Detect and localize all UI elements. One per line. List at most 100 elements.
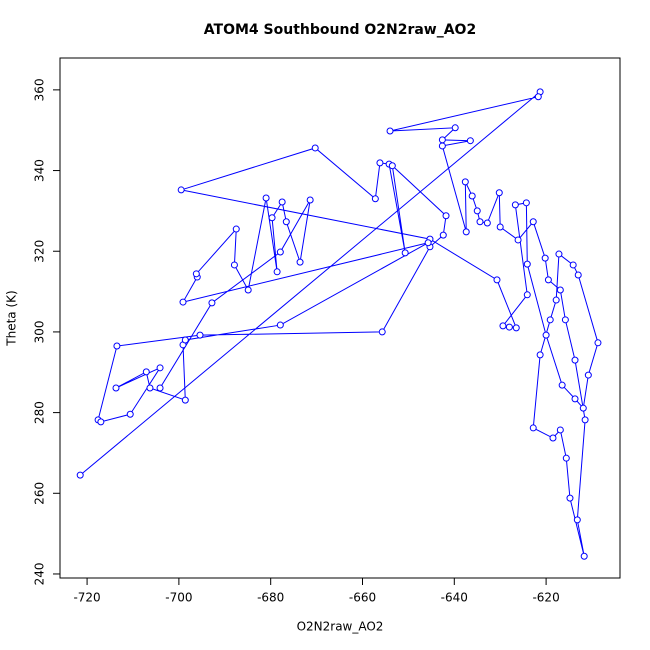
data-point: [546, 316, 554, 324]
data-point: [556, 426, 564, 434]
plot-frame: [59, 57, 621, 579]
data-point: [571, 356, 579, 364]
y-axis-label: Theta (K): [5, 290, 19, 346]
chart-title: ATOM4 Southbound O2N2raw_AO2: [204, 22, 476, 38]
data-point: [534, 93, 542, 101]
data-point: [512, 324, 520, 332]
data-point: [442, 212, 450, 220]
data-point: [529, 424, 537, 432]
data-point: [562, 454, 570, 462]
data-point: [311, 144, 319, 152]
data-point: [112, 384, 120, 392]
data-point: [579, 404, 587, 412]
data-point: [574, 271, 582, 279]
data-point: [282, 218, 290, 226]
data-point: [268, 214, 276, 222]
data-point: [262, 194, 270, 202]
data-point: [146, 384, 154, 392]
y-tick-label: 320: [33, 240, 47, 263]
data-point: [566, 494, 574, 502]
data-point: [496, 223, 504, 231]
data-point: [581, 416, 589, 424]
data-point: [584, 371, 592, 379]
y-tick-label: 240: [33, 563, 47, 586]
data-point: [208, 299, 216, 307]
data-point: [296, 258, 304, 266]
y-tick-label: 340: [33, 159, 47, 182]
x-tick-label: -720: [73, 591, 100, 605]
data-point: [499, 322, 507, 330]
data-point: [523, 291, 531, 299]
data-point: [495, 189, 503, 197]
data-point: [571, 395, 579, 403]
x-axis-label: O2N2raw_AO2: [297, 620, 384, 634]
data-point: [97, 418, 105, 426]
data-point: [529, 218, 537, 226]
data-point: [558, 381, 566, 389]
data-point: [451, 124, 459, 132]
data-point: [386, 127, 394, 135]
data-point: [371, 195, 379, 203]
data-point: [232, 225, 240, 233]
data-point: [181, 396, 189, 404]
data-point: [126, 410, 134, 418]
data-point: [306, 196, 314, 204]
data-point: [424, 239, 432, 247]
data-point: [536, 351, 544, 359]
data-point: [438, 142, 446, 150]
data-point: [192, 270, 200, 278]
data-point: [378, 328, 386, 336]
data-point: [76, 471, 84, 479]
data-point: [244, 286, 252, 294]
data-point: [276, 321, 284, 329]
x-tick-label: -660: [349, 591, 376, 605]
data-point: [555, 250, 563, 258]
data-point: [401, 249, 409, 257]
data-point: [462, 228, 470, 236]
data-point: [569, 261, 577, 269]
x-tick-label: -700: [165, 591, 192, 605]
data-point: [549, 434, 557, 442]
data-point: [278, 198, 286, 206]
data-point: [230, 261, 238, 269]
data-point: [556, 286, 564, 294]
data-point: [505, 323, 513, 331]
data-point: [594, 339, 602, 347]
data-point: [468, 192, 476, 200]
x-tick-label: -640: [441, 591, 468, 605]
y-tick-label: 300: [33, 320, 47, 343]
data-point: [552, 296, 560, 304]
data-point: [276, 248, 284, 256]
data-point: [196, 331, 204, 339]
data-point: [542, 331, 550, 339]
data-point: [438, 136, 446, 144]
data-point: [466, 137, 474, 145]
data-point: [493, 276, 501, 284]
data-point: [511, 201, 519, 209]
data-point: [439, 231, 447, 239]
y-tick-label: 360: [33, 78, 47, 101]
data-line: [79, 90, 599, 557]
data-point: [544, 276, 552, 284]
data-point: [522, 199, 530, 207]
data-point: [541, 254, 549, 262]
data-point: [376, 159, 384, 167]
data-point: [156, 364, 164, 372]
data-point: [573, 516, 581, 524]
data-point: [461, 178, 469, 186]
data-point: [388, 162, 396, 170]
data-point: [483, 219, 491, 227]
data-point: [179, 298, 187, 306]
y-tick-label: 260: [33, 482, 47, 505]
x-tick-label: -680: [257, 591, 284, 605]
data-point: [156, 384, 164, 392]
data-point: [177, 186, 185, 194]
data-point: [142, 368, 150, 376]
data-point: [113, 342, 121, 350]
data-point: [473, 207, 481, 215]
data-point: [476, 218, 484, 226]
x-tick-label: -620: [532, 591, 559, 605]
data-point: [273, 268, 281, 276]
data-point: [580, 552, 588, 560]
